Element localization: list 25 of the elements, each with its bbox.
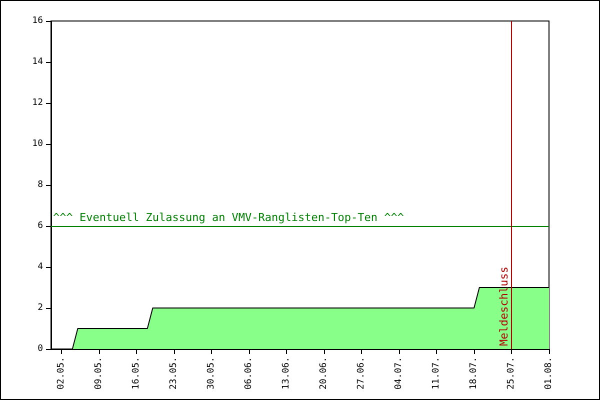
y-tick-label: 8 — [38, 180, 43, 190]
ref-line-label: Meldeschluss — [498, 266, 511, 346]
y-tick-label: 2 — [38, 303, 43, 313]
x-tick-label: 18.07. — [469, 357, 480, 390]
x-tick-label: 06.06. — [244, 357, 254, 390]
ref-line-label: ^^^ Eventuell Zulassung an VMV-Ranglisten-Top-Ten ^^^ — [53, 211, 404, 224]
y-tick-label: 0 — [38, 344, 43, 354]
x-tick-label: 25.07. — [506, 357, 517, 390]
x-tick-label: 23.05. — [169, 357, 180, 390]
y-tick-label: 12 — [32, 98, 43, 108]
y-tick-label: 6 — [38, 221, 43, 231]
x-tick-label: 13.06. — [282, 357, 292, 390]
x-tick-label: 27.06. — [356, 357, 367, 390]
x-tick-label: 20.06. — [319, 357, 330, 390]
y-tick-label: 4 — [38, 262, 43, 272]
y-tick-label: 10 — [32, 139, 43, 149]
x-tick-label: 11.07. — [432, 357, 442, 390]
x-tick-label: 16.05. — [132, 357, 142, 390]
y-tick-label: 14 — [32, 57, 43, 67]
x-tick-label: 09.05. — [94, 357, 104, 390]
x-tick-label: 02.05. — [56, 357, 67, 390]
x-tick-label: 30.05. — [206, 357, 217, 390]
y-tick-label: 16 — [32, 16, 43, 26]
x-tick-label: 04.07. — [394, 357, 404, 390]
x-tick-label: 01.08. — [544, 357, 554, 390]
